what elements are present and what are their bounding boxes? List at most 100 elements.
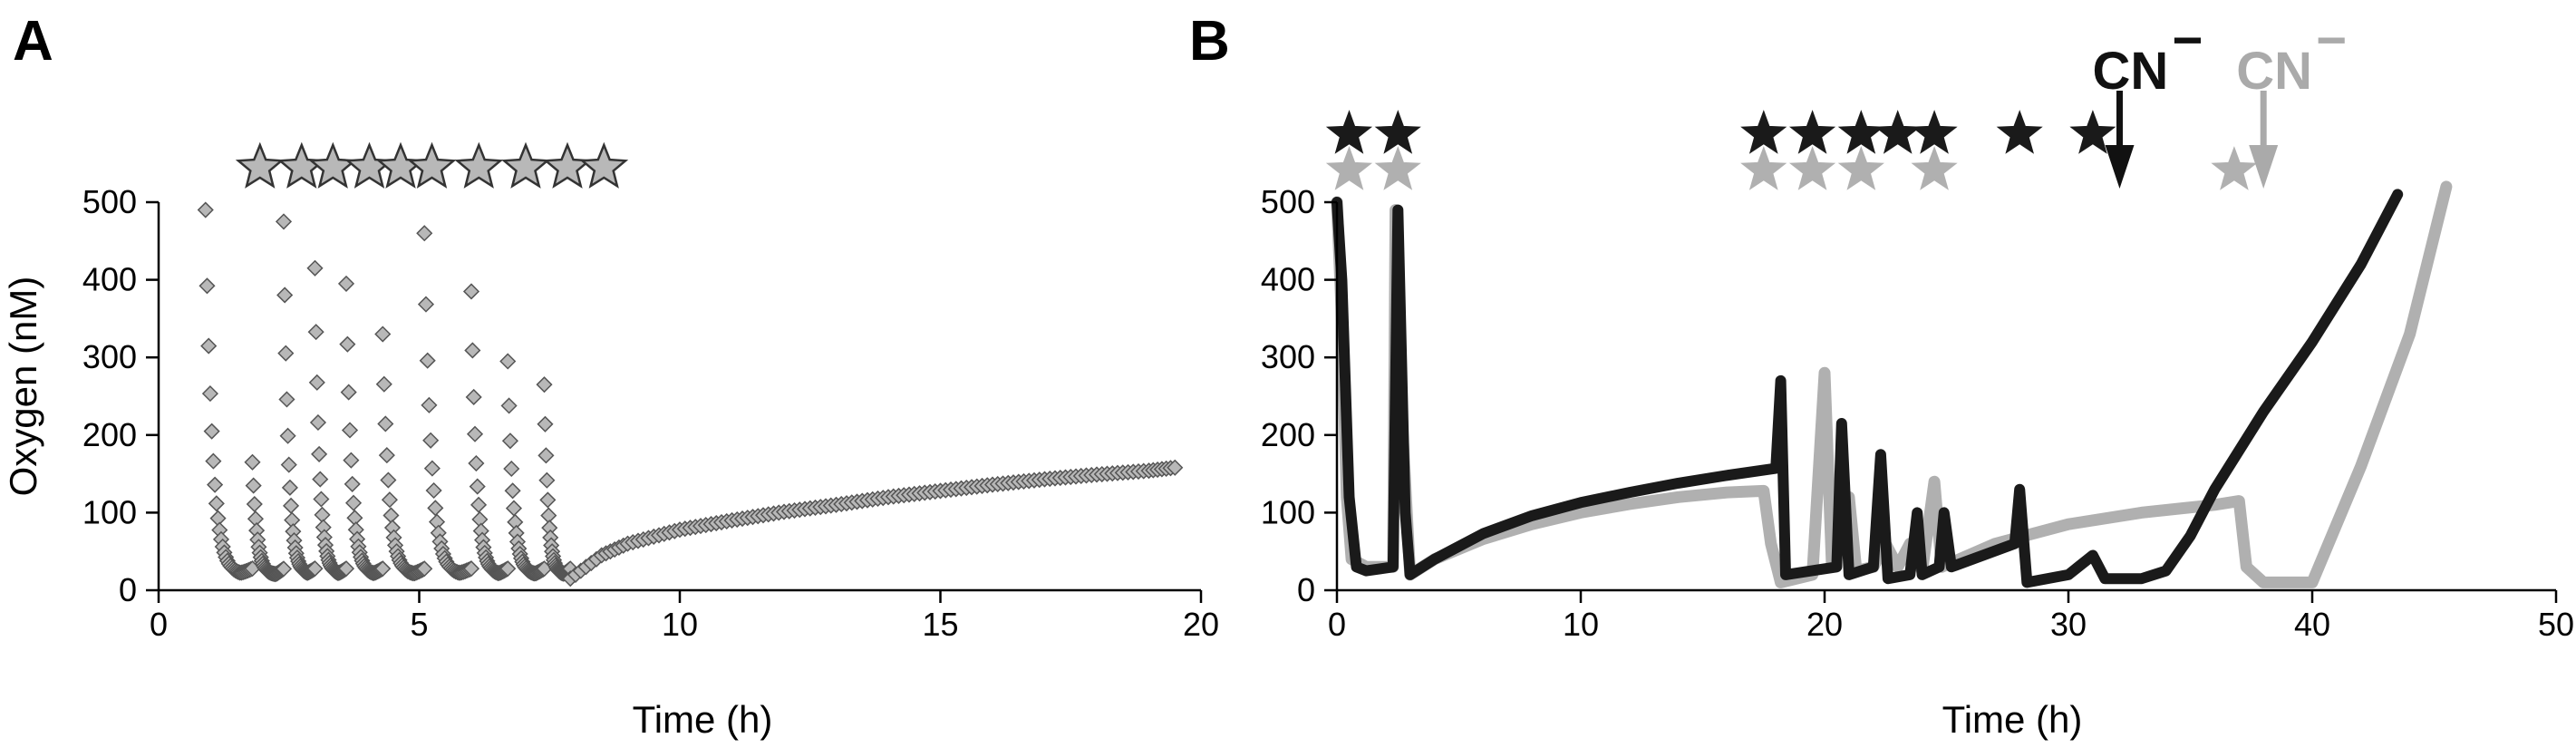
data-point	[275, 560, 293, 578]
data-point	[245, 477, 262, 494]
data-point	[275, 213, 293, 230]
data-point	[500, 397, 518, 414]
star-marker-black	[1788, 110, 1836, 154]
star-marker-black	[1911, 110, 1958, 154]
data-point	[337, 275, 355, 292]
panel-b-y-tick-label: 0	[1297, 571, 1315, 608]
star-marker-black	[1837, 110, 1884, 154]
cn-arrow-head	[2105, 145, 2135, 189]
data-point	[417, 296, 435, 313]
star-marker-black	[1374, 110, 1421, 154]
data-point	[374, 325, 392, 343]
data-point	[201, 385, 218, 403]
panel-b-annotations: CN−CN−	[2092, 11, 2347, 189]
data-point	[1167, 459, 1184, 476]
star-marker-gray	[2211, 146, 2258, 190]
data-point	[208, 495, 225, 512]
data-point	[427, 500, 444, 517]
panel-b-stars	[1325, 110, 2258, 190]
data-point	[344, 475, 361, 492]
data-point	[341, 422, 359, 439]
data-point	[199, 277, 216, 295]
panel-a-y-tick-label: 200	[82, 416, 137, 453]
data-point	[539, 491, 557, 509]
data-point	[499, 353, 517, 370]
data-point	[197, 201, 214, 219]
panel-a-y-tick-label: 300	[82, 338, 137, 375]
star-marker-black	[1740, 110, 1787, 154]
data-point	[279, 427, 296, 444]
series-black-line	[1332, 189, 2404, 588]
panel-b-letter: B	[1189, 10, 1230, 73]
panel-b-x-tick-label: 0	[1328, 606, 1346, 643]
data-point	[464, 342, 481, 359]
data-point	[503, 460, 520, 478]
data-point	[462, 283, 480, 300]
star-marker-gray	[1374, 146, 1421, 190]
data-point	[276, 287, 294, 304]
panel-b-data	[1331, 180, 2453, 588]
panel-a-y-tick-label: 0	[119, 571, 137, 608]
star-marker	[501, 141, 550, 189]
star-marker	[308, 141, 358, 189]
panel-a-data	[197, 201, 1184, 588]
panel-a-stars	[235, 141, 629, 189]
data-point	[309, 413, 327, 432]
data-point	[377, 415, 394, 432]
data-point	[207, 476, 224, 493]
data-point	[343, 452, 360, 469]
data-point	[421, 396, 438, 413]
panel-b-x-axis-title: Time (h)	[1942, 698, 2083, 741]
data-point	[416, 225, 433, 242]
cn-annotation-superscript: −	[2316, 11, 2347, 70]
data-point	[375, 375, 392, 393]
panel-b-y-tick-label: 300	[1261, 338, 1315, 375]
cn-annotation-label: CN	[2236, 42, 2312, 101]
data-point	[306, 560, 324, 578]
data-point	[468, 454, 485, 472]
data-point	[381, 491, 398, 509]
cn-arrow-head	[2249, 145, 2279, 189]
data-point	[340, 384, 357, 401]
data-point	[419, 352, 436, 369]
data-point	[280, 456, 297, 473]
star-marker	[235, 141, 285, 189]
star-marker-black	[1996, 110, 2043, 154]
data-point	[205, 452, 222, 470]
data-point	[339, 335, 356, 353]
data-point	[466, 425, 484, 442]
data-point	[281, 479, 298, 496]
data-point	[383, 507, 400, 524]
data-point	[537, 415, 554, 432]
data-point	[306, 259, 324, 277]
panel-a-x-tick-label: 5	[410, 606, 428, 643]
panel-a-letter: A	[13, 10, 53, 73]
panel-a-y-tick-label: 500	[82, 183, 137, 220]
star-marker	[454, 141, 504, 189]
cn-annotation-label: CN	[2092, 42, 2168, 101]
star-marker	[543, 141, 592, 189]
panel-a-y-tick-label: 100	[82, 493, 137, 530]
data-point	[244, 453, 261, 471]
data-point	[209, 510, 227, 527]
data-point	[505, 500, 523, 517]
panel-a-y-axis-title: Oxygen (nM)	[2, 277, 44, 497]
data-point	[200, 337, 218, 355]
star-marker-black	[2069, 110, 2116, 154]
star-marker-black	[1325, 110, 1373, 154]
data-point	[314, 506, 331, 523]
data-point	[536, 376, 553, 393]
panel-b-y-tick-label: 100	[1261, 493, 1315, 530]
data-point	[374, 560, 392, 578]
panel-a-x-axis-title: Time (h)	[633, 698, 773, 741]
cn-annotation-superscript: −	[2172, 11, 2203, 70]
panel-b-x-tick-label: 20	[1806, 606, 1843, 643]
data-point	[277, 345, 295, 362]
data-point	[465, 388, 482, 406]
data-point	[278, 391, 295, 408]
star-marker	[579, 141, 629, 189]
